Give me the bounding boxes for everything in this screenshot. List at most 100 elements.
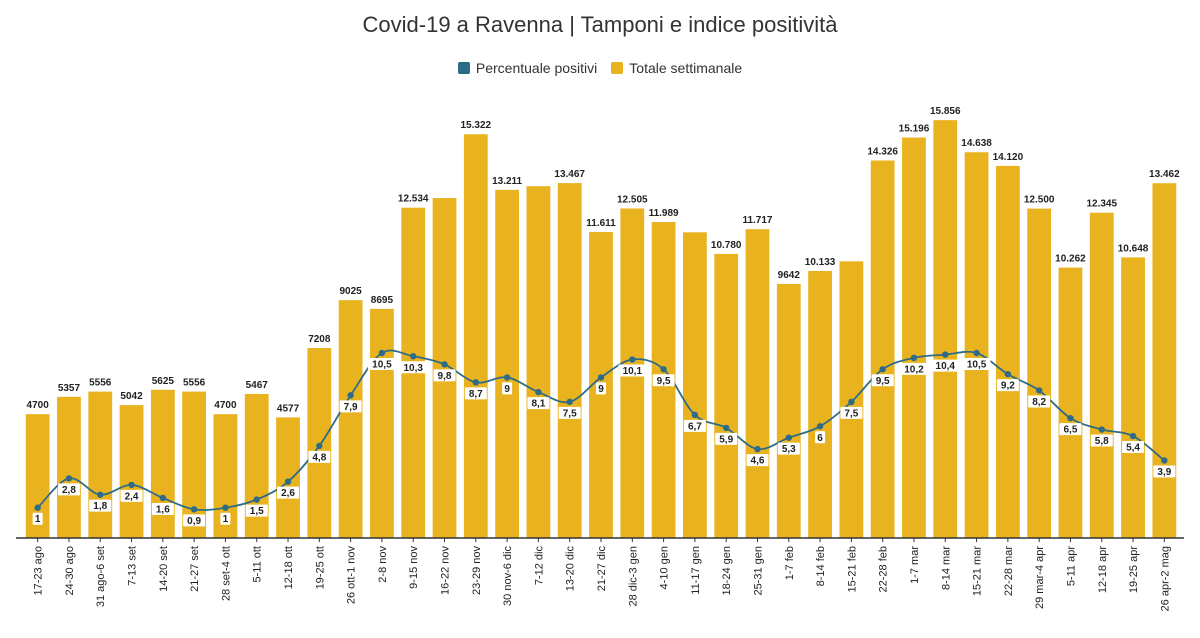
line-label-16: 8,1 [531,399,545,410]
bar-label-15: 13.211 [492,176,522,187]
x-tick-label-13: 16-22 nov [440,546,452,595]
line-label-bg-11 [367,358,396,370]
line-point-14 [472,379,480,386]
line-label-bg-4 [151,502,174,515]
bar-13 [432,198,457,538]
x-tick-label-17: 13-20 dic [565,546,577,592]
line-point-27 [879,366,886,373]
line-label-bg-19 [618,364,647,377]
line-point-1 [65,475,73,482]
x-tick-label-11: 2-8 nov [377,546,389,583]
x-tick-label-27: 22-28 feb [878,546,890,592]
x-tick-label-15: 30 nov-6 dic [502,546,514,606]
line-label-4: 1,6 [156,504,170,515]
line-label-2: 1,8 [93,501,107,512]
line-point-21 [691,411,699,419]
line-label-bg-5 [183,514,206,527]
line-label-15: 9 [504,384,510,395]
line-label-3: 2,4 [125,491,139,502]
line-point-16 [535,388,542,396]
line-point-12 [410,353,417,360]
bar-label-5: 5556 [183,378,206,389]
bar-35 [1121,257,1145,538]
x-tick-label-25: 8-14 feb [815,546,827,586]
bar-label-28: 15.196 [899,124,930,135]
line-label-bg-23 [746,454,769,467]
bar-label-33: 10.262 [1055,254,1086,265]
line-label-bg-20 [652,374,675,387]
bar-label-23: 11.717 [742,215,772,226]
bar-22 [714,253,739,539]
line-label-19: 10,1 [623,366,643,377]
line-label-31: 9,2 [1001,381,1015,392]
bar-11 [370,308,394,538]
bar-label-20: 11.989 [649,208,679,219]
line-point-6 [222,504,229,511]
x-tick-label-5: 21-27 set [189,546,201,592]
legend-item-bar[interactable]: Totale settimanale [611,60,742,76]
chart-title: Covid-19 a Ravenna | Tamponi e indice po… [362,12,838,37]
line-label-1: 2,8 [62,485,76,496]
line-label-30: 10,5 [967,360,987,371]
line-label-36: 3,9 [1157,467,1171,478]
bar-5 [182,391,207,538]
bar-label-7: 5467 [246,380,269,391]
line-point-5 [190,506,198,513]
bar-label-19: 12.505 [617,194,648,205]
x-tick-label-16: 7-12 dic [533,546,545,586]
x-tick-label-29: 8-14 mar [940,546,952,590]
line-point-3 [128,481,135,489]
bar-27 [870,160,895,538]
line-label-17: 7,5 [563,408,577,419]
bar-label-9: 7208 [308,334,331,345]
x-tick-label-12: 9-15 nov [408,546,420,589]
line-label-23: 4,6 [751,456,765,467]
line-point-26 [848,398,855,406]
legend-swatch-line [457,62,470,74]
bar-36 [1152,183,1177,539]
bar-label-22: 10.780 [711,240,742,251]
bar-34 [1089,212,1114,538]
line-point-29 [942,351,949,358]
x-tick-label-7: 5-11 ott [252,546,264,583]
line-point-9 [316,442,323,450]
bar-label-34: 12.345 [1086,199,1117,210]
bar-30 [964,152,989,538]
bar-label-11: 8695 [371,295,394,306]
line-point-28 [910,354,918,362]
line-label-bg-8 [277,486,300,499]
x-tick-label-36: 26 apr-2 mag [1159,546,1171,611]
x-tick-label-1: 24-30 ago [64,546,76,596]
bar-28 [902,137,926,538]
x-tick-label-20: 4-10 gen [659,546,671,589]
legend-swatch-bar [611,62,624,74]
legend-item-line[interactable]: Percentuale positivi [457,60,597,76]
line-label-bg-17 [558,406,581,419]
line-label-bg-10 [339,400,362,413]
line-label-bg-35 [1122,441,1145,454]
x-tick-label-10: 26 ott-1 nov [346,546,358,605]
line-point-22 [722,424,730,432]
bar-15 [495,189,520,538]
bar-label-25: 10.133 [805,257,836,268]
line-label-14: 8,7 [469,389,483,400]
bar-4 [150,389,175,538]
line-label-bg-21 [683,419,706,432]
bar-label-36: 13.462 [1149,169,1180,180]
legend-label-bar: Totale settimanale [629,60,743,76]
line-point-2 [97,491,104,498]
line-label-bg-22 [715,432,738,445]
line-point-25 [816,423,824,430]
x-tick-label-32: 29 mar-4 apr [1034,546,1046,609]
bar-23 [745,229,770,538]
x-tick-label-34: 12-18 apr [1097,546,1109,593]
x-tick-label-3: 7-13 set [127,546,139,586]
bar-label-31: 14.120 [993,152,1024,163]
bar-label-18: 11.611 [586,218,616,229]
bar-label-24: 9642 [778,270,801,281]
line-label-25: 6 [817,433,823,444]
x-tick-label-21: 11-17 gen [690,546,702,595]
line-label-bg-28 [899,362,928,375]
x-tick-label-9: 19-25 ott [314,546,326,589]
